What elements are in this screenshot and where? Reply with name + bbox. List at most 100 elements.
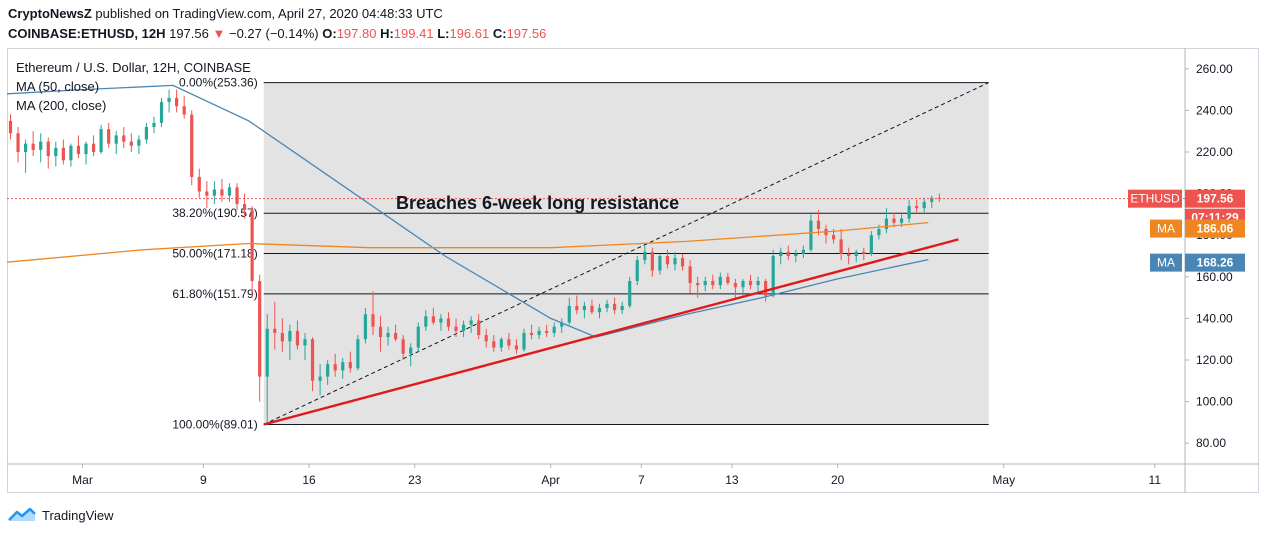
candle-body: [771, 256, 775, 296]
tradingview-brand: TradingView: [42, 507, 114, 523]
ethusd-tag-value: 197.56: [1197, 192, 1234, 206]
high-label: H:: [380, 26, 394, 41]
candle-body: [8, 120, 13, 134]
candle-body: [424, 316, 428, 327]
candle-body: [597, 308, 602, 313]
candle-body: [378, 326, 383, 338]
candle-body: [907, 206, 911, 219]
x-tick-label: May: [992, 473, 1015, 487]
candle-body: [764, 280, 768, 296]
candle-body: [39, 141, 43, 150]
candle-body: [831, 235, 836, 240]
y-tick-label: 220.00: [1196, 145, 1233, 159]
candle-body: [522, 332, 526, 350]
candle-body: [31, 143, 35, 150]
fibonacci-retracement[interactable]: 0.00%(253.36) 38.20%(190.57) 50.00%(171.18…: [172, 76, 989, 432]
candle-body: [280, 332, 284, 342]
candle-body: [552, 326, 556, 333]
candle-body: [205, 191, 209, 196]
candle-body: [529, 332, 534, 336]
candle-body: [839, 239, 843, 254]
candle-body: [76, 145, 81, 155]
candle-body: [159, 102, 164, 123]
trendline-line: [263, 238, 959, 426]
candle-body: [620, 305, 624, 311]
ethusd-tag-label-box: [1128, 189, 1182, 208]
fib-level-label: 0.00%(253.36): [179, 76, 258, 90]
candle-body: [303, 339, 307, 346]
open-label: O:: [322, 26, 337, 41]
candle-body: [605, 303, 609, 308]
candle-body: [567, 305, 571, 323]
x-tick-label: Apr: [541, 473, 560, 487]
chart-frame[interactable]: 0.00%(253.36) 38.20%(190.57) 50.00%(171.18…: [6, 48, 1259, 493]
candle-body: [854, 251, 858, 256]
last-price: 197.56: [169, 26, 209, 41]
ethusd-tag-value-box: [1185, 189, 1245, 208]
y-tick-label: 140.00: [1196, 311, 1233, 325]
candle-body: [492, 341, 496, 348]
candle-body: [326, 364, 330, 377]
price-chart[interactable]: 0.00%(253.36) 38.20%(190.57) 50.00%(171.18…: [6, 48, 1259, 493]
candle-body: [477, 320, 481, 336]
candle-body: [24, 143, 28, 152]
support-trendline[interactable]: [263, 238, 959, 426]
candle-body: [514, 345, 519, 350]
publish-line: CryptoNewsZ published on TradingView.com…: [8, 6, 443, 21]
candle-body: [673, 258, 677, 265]
candle-body: [99, 129, 103, 152]
candle-body: [726, 276, 730, 284]
candle-body: [250, 210, 254, 281]
y-tick-label: 120.00: [1196, 353, 1233, 367]
candle-body: [756, 280, 760, 286]
candle-body: [582, 305, 586, 311]
candle-body: [650, 251, 654, 271]
candle-body: [310, 339, 315, 381]
candle-body: [461, 324, 466, 331]
candle-body: [152, 122, 156, 128]
candle-body: [680, 258, 685, 267]
candle-body: [439, 318, 443, 323]
ma50-tag-label-box: [1150, 253, 1182, 272]
candle-body: [847, 253, 851, 256]
x-tick-label: 9: [200, 473, 207, 487]
candle-body: [356, 339, 360, 369]
fib-level-label: 61.80%(151.79): [172, 287, 257, 301]
tradingview-logo-icon: [8, 508, 36, 521]
symbol-label: COINBASE:ETHUSD, 12H: [8, 26, 166, 41]
ma50-tag-value-box: [1185, 253, 1245, 272]
ma200-tag-label-box: [1150, 219, 1182, 238]
projection-line[interactable]: [263, 82, 989, 425]
candle-body: [220, 189, 224, 196]
candle-body: [635, 260, 639, 281]
ohlc-line: COINBASE:ETHUSD, 12H 197.56 ▼ −0.27 (−0.…: [8, 26, 546, 41]
candle-body: [333, 364, 337, 371]
price-change: −0.27 (−0.14%): [228, 26, 319, 41]
ma50-tag-value: 168.26: [1197, 256, 1234, 270]
projection-dashed-line: [263, 82, 989, 425]
candle-body: [227, 187, 232, 196]
ma200-tag-value-box: [1185, 219, 1245, 238]
x-tick-label: 20: [831, 473, 845, 487]
ma200-line: [6, 221, 929, 263]
close-value: 197.56: [506, 26, 547, 41]
candle-body: [84, 143, 88, 155]
x-tick-label: Mar: [72, 473, 93, 487]
x-tick-label: 16: [302, 473, 316, 487]
fib-level-label: 50.00%(171.18): [172, 247, 257, 261]
candle-body: [446, 318, 451, 327]
candle-body: [182, 106, 186, 115]
candle-body: [741, 280, 745, 288]
tradingview-footer[interactable]: TradingView: [8, 505, 114, 525]
candle-body: [922, 201, 926, 209]
low-label: L:: [437, 26, 450, 41]
candle-body: [696, 283, 700, 286]
moving-averages: [6, 84, 929, 338]
ma50-line: [6, 84, 929, 338]
candle-body: [779, 251, 783, 256]
time-axis[interactable]: Mar 9 16 23 Apr 7 13 20 May 11: [72, 464, 1161, 487]
candle-body: [507, 339, 511, 346]
candle-body: [703, 280, 707, 286]
candle-body: [484, 335, 488, 342]
ethusd-tag-label: ETHUSD: [1130, 192, 1180, 206]
